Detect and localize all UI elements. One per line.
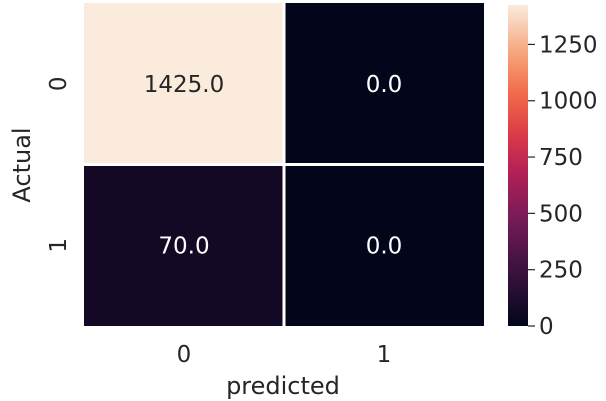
heatmap-cells bbox=[84, 3, 484, 326]
cell-value-label-r1-c0: 70.0 bbox=[158, 233, 209, 259]
colorbar-gradient bbox=[508, 5, 528, 326]
colorbar-ticks: 0 250 500 750 1000 1250 bbox=[528, 32, 598, 340]
y-tick-label: 0 bbox=[46, 76, 72, 91]
y-axis-ticks: 01 bbox=[46, 76, 72, 252]
heatmap-cell-labels: 1425.0 0.0 70.0 0.0 bbox=[144, 72, 403, 260]
colorbar: 0 250 500 750 1000 1250 bbox=[508, 5, 598, 340]
colorbar-tick-label: 1250 bbox=[539, 32, 598, 58]
y-tick-label: 1 bbox=[46, 238, 72, 253]
y-axis-label: Actual bbox=[8, 127, 36, 202]
x-axis-label: predicted bbox=[226, 372, 340, 400]
cell-value-label-r1-c1: 0.0 bbox=[366, 233, 403, 259]
colorbar-tick-label: 500 bbox=[539, 201, 583, 227]
x-tick-label: 1 bbox=[377, 342, 392, 368]
cell-value-label-r0-c0: 1425.0 bbox=[144, 72, 224, 98]
heatmap-cell-r0-c1 bbox=[285, 3, 484, 163]
heatmap-cell-r1-c0 bbox=[84, 166, 283, 326]
colorbar-tick-label: 0 bbox=[539, 314, 554, 340]
heatmap-cell-r0-c0 bbox=[84, 3, 283, 163]
colorbar-tick-label: 1000 bbox=[539, 89, 598, 115]
heatmap-cell-r1-c1 bbox=[285, 166, 484, 326]
cell-value-label-r0-c1: 0.0 bbox=[366, 72, 403, 98]
colorbar-tick-label: 750 bbox=[539, 145, 583, 171]
colorbar-tick-label: 250 bbox=[539, 258, 583, 284]
x-tick-label: 0 bbox=[177, 342, 192, 368]
